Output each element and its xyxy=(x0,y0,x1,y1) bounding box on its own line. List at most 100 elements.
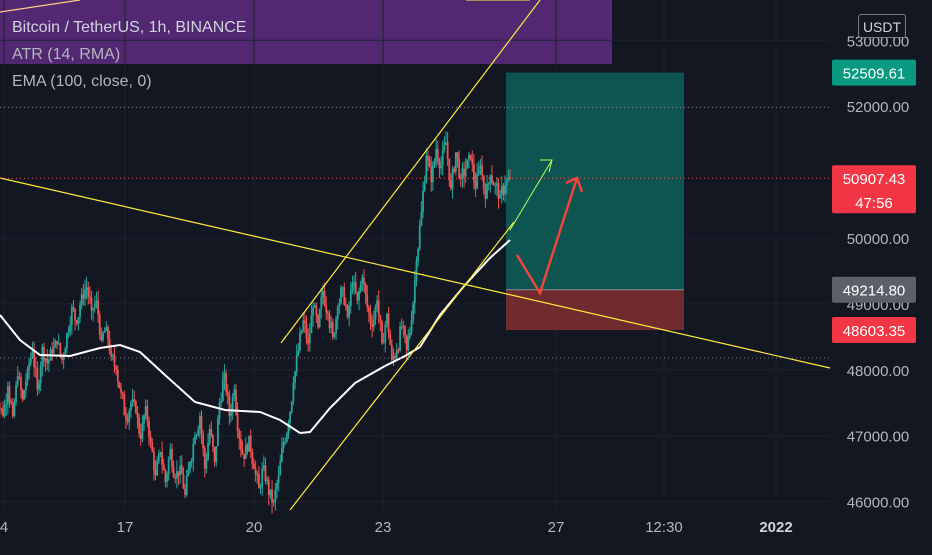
candle-body xyxy=(367,307,370,313)
candle-body xyxy=(31,350,34,358)
candle-body xyxy=(471,158,474,165)
price-axis[interactable]: 53000.0052000.0050000.0049000.0048000.00… xyxy=(847,33,910,511)
candle-body xyxy=(463,168,465,177)
candle-body xyxy=(134,401,137,413)
candle-body xyxy=(118,381,121,389)
candle-body xyxy=(162,464,165,470)
candle-body xyxy=(171,448,173,468)
candle-body xyxy=(405,335,408,351)
candle-body xyxy=(430,166,433,182)
ema-indicator-label[interactable]: EMA (100, close, 0) xyxy=(12,73,152,90)
candle-body xyxy=(149,436,152,443)
candle-body xyxy=(128,410,131,422)
candle-body xyxy=(359,284,362,292)
candle-body xyxy=(433,160,436,166)
candle-body xyxy=(395,350,398,358)
candle-body xyxy=(336,307,339,319)
candle-body xyxy=(397,350,400,352)
candle-body xyxy=(190,460,193,463)
price-tick-label: 46000.00 xyxy=(847,495,910,512)
candle-body xyxy=(292,382,295,402)
candle-body xyxy=(453,168,456,172)
time-axis[interactable]: 4 17 20 23 27 12:30 2022 xyxy=(0,519,793,536)
ema-layer xyxy=(0,239,511,435)
candle-body xyxy=(218,402,221,419)
candle-body xyxy=(151,442,154,452)
candle-body xyxy=(207,442,209,460)
candle-body xyxy=(215,445,218,463)
candle-body xyxy=(38,383,40,390)
countdown-label-text: 47:56 xyxy=(855,195,893,212)
time-tick-label: 4 xyxy=(0,519,8,536)
candle-body xyxy=(189,462,191,470)
take-profit-zone xyxy=(506,72,684,290)
candle-body xyxy=(456,152,459,158)
candle-body xyxy=(333,333,336,337)
candle-body xyxy=(482,175,485,190)
candle-body xyxy=(505,180,508,186)
candle-body xyxy=(28,363,31,370)
drawings-layer[interactable] xyxy=(0,0,831,511)
candle-body xyxy=(62,355,65,360)
candle-body xyxy=(52,347,55,354)
chart-legend: Bitcoin / TetherUS, 1h, BINANCE ATR (14,… xyxy=(12,20,246,101)
entry-label-bg xyxy=(832,276,916,303)
candle-body xyxy=(472,164,475,182)
candle-body xyxy=(157,453,160,462)
candle-body xyxy=(369,312,372,324)
candle-body xyxy=(479,165,482,170)
candle-body xyxy=(24,381,27,391)
currency-button[interactable]: USDT xyxy=(858,14,906,38)
candle-body xyxy=(358,291,360,301)
candle-body xyxy=(364,283,367,295)
candle-body xyxy=(93,302,96,309)
candle-body xyxy=(138,417,141,435)
time-tick-label: 12:30 xyxy=(645,519,683,536)
candle-body xyxy=(331,322,334,337)
candle-body xyxy=(203,448,206,469)
candle-body xyxy=(6,386,9,404)
position-zones[interactable] xyxy=(506,72,684,331)
candle-body xyxy=(39,365,42,384)
candle-body xyxy=(74,308,77,321)
candle-body xyxy=(422,190,424,212)
candle-body xyxy=(386,313,388,325)
stop-loss-label-bg xyxy=(832,317,916,344)
channel-lower-line xyxy=(289,221,515,511)
symbol-title[interactable]: Bitcoin / TetherUS, 1h, BINANCE xyxy=(12,19,247,36)
candle-body xyxy=(21,390,24,400)
candle-body xyxy=(323,290,326,306)
candle-body xyxy=(100,334,103,341)
candle-body xyxy=(174,477,177,479)
rectangle-drawing[interactable] xyxy=(0,0,612,64)
candle-body xyxy=(88,296,91,298)
candle-body xyxy=(392,355,395,360)
candle-body xyxy=(123,394,126,416)
last-price-label-text: 50907.43 xyxy=(843,171,906,188)
candle-body xyxy=(325,305,328,313)
candle-body xyxy=(276,482,278,490)
candle-body xyxy=(57,343,60,345)
candle-body xyxy=(474,181,477,189)
candle-body xyxy=(61,354,63,360)
candle-body xyxy=(231,396,234,413)
atr-indicator-label[interactable]: ATR (14, RMA) xyxy=(12,46,121,63)
candle-body xyxy=(72,307,75,309)
candle-body xyxy=(507,177,510,181)
candle-body xyxy=(494,185,497,187)
price-tick-label: 48000.00 xyxy=(847,363,910,380)
candle-body xyxy=(187,469,190,477)
take-profit-label-text: 52509.61 xyxy=(843,66,906,83)
descending-trendline xyxy=(0,177,831,369)
candle-body xyxy=(484,189,487,199)
candle-body xyxy=(59,343,62,355)
candle-body xyxy=(143,415,145,424)
candle-body xyxy=(417,248,420,262)
candle-body xyxy=(297,350,300,356)
candle-body xyxy=(313,305,316,308)
candle-body xyxy=(16,376,19,385)
candle-body xyxy=(502,185,505,195)
time-tick-label: 20 xyxy=(246,519,263,536)
